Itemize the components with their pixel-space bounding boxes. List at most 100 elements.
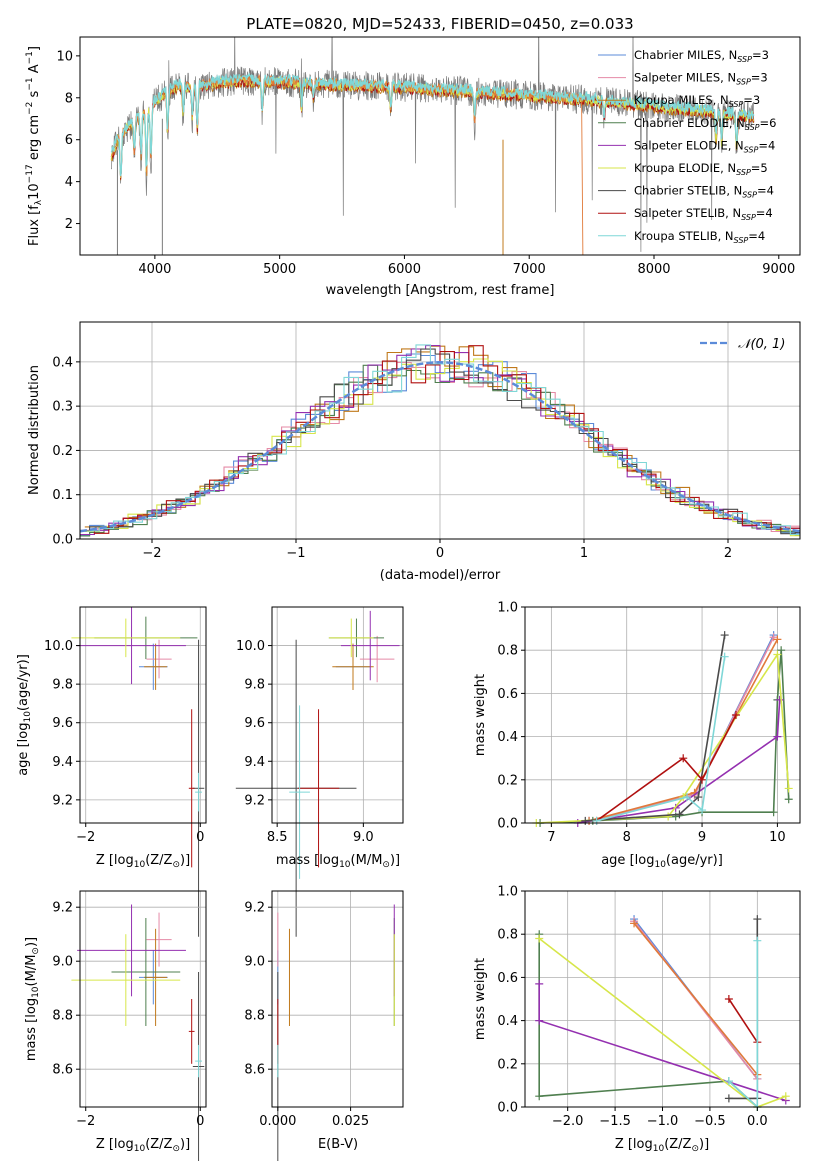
p8-ytick-label: 0.0 (497, 1101, 518, 1116)
spectrum-ylabel: Flux [fλ10−17 erg cm−2 s−1 A−1] (25, 46, 44, 246)
histogram-kroupa-elodie (84, 358, 800, 537)
weight-marker (592, 816, 601, 825)
histogram-chabrier-stelib (80, 348, 800, 535)
spectrum-ytick-label: 6 (65, 133, 73, 148)
weight-marker (694, 793, 703, 802)
p3-ytick-label: 10.0 (44, 639, 73, 654)
weight-line-kroupa-stelib (596, 656, 726, 822)
weight-vs-age-plot-area (532, 631, 793, 827)
p8-ytick-label: 0.4 (497, 1014, 518, 1029)
p5-ytick-label: 0.4 (497, 730, 518, 745)
p7-xtick-label: 0.025 (332, 1114, 369, 1129)
spectrum-xtick-label: 9000 (762, 262, 795, 277)
p3-ytick-label: 9.2 (52, 793, 73, 808)
mass-vs-z-ylabel: mass [log10(M/M⊙)] (24, 937, 41, 1061)
spectrum-xtick-label: 8000 (637, 262, 670, 277)
normal-curve (79, 361, 801, 533)
legend-label-salpeter-elodie: Salpeter ELODIE, NSSP=4 (634, 138, 775, 154)
weight-vs-z-plot-area (535, 915, 790, 1111)
weight-marker (535, 1016, 544, 1025)
weight-vs-age-ticks: 7 8 9 10 0.0 0.2 0.4 0.6 0.8 1.0 (497, 601, 785, 846)
age-vs-mass-frame (271, 606, 404, 824)
legend-label-salpeter-stelib: Salpeter STELIB, NSSP=4 (634, 206, 773, 222)
weight-marker (724, 995, 733, 1003)
weight-marker (773, 650, 782, 659)
residual-xtick-label: 2 (724, 546, 732, 561)
residual-ticks: −2 −1 0 1 2 0.0 0.1 0.2 0.3 0.4 (52, 355, 732, 561)
weight-marker (784, 795, 793, 804)
weight-marker (535, 979, 544, 988)
weight-marker (775, 695, 784, 704)
residual-legend-label: 𝒩(0, 1) (738, 337, 785, 352)
legend-label-salpeter-miles: Salpeter MILES, NSSP=3 (634, 71, 768, 87)
weight-marker (682, 793, 691, 802)
p8-ytick-label: 1.0 (497, 885, 518, 900)
mass-vs-z-xlabel: Z [log10(Z/Z⊙)] (96, 1137, 190, 1154)
spectrum-ticks: 4000 5000 6000 7000 8000 9000 2 4 6 8 10 (56, 49, 795, 277)
residual-ytick-label: 0.1 (52, 488, 73, 503)
weight-marker (679, 754, 688, 763)
p3-ytick-label: 9.8 (52, 678, 73, 693)
p5-xtick-label: 10 (769, 830, 786, 845)
weight-marker (724, 1094, 733, 1103)
weight-marker (675, 810, 684, 819)
p5-ytick-label: 0.8 (497, 644, 518, 659)
residual-xtick-label: 0 (436, 546, 444, 561)
weight-line-salpeter-elodie (577, 699, 781, 824)
weight-marker (773, 732, 782, 741)
weight-marker (581, 816, 590, 825)
p4-ytick-label: 9.6 (244, 716, 265, 731)
mass-vs-ebv-xlabel: E(B-V) (318, 1137, 358, 1152)
p6-xtick-label: −2 (76, 1114, 95, 1129)
residual-ytick-label: 0.0 (52, 533, 73, 548)
spectrum-ytick-label: 2 (65, 217, 73, 232)
p8-ytick-label: 0.6 (497, 971, 518, 986)
residual-xtick-label: −2 (142, 546, 161, 561)
age-vs-z-frame (79, 606, 207, 824)
residual-ylabel: Normed distribution (27, 365, 42, 495)
spectrum-xtick-label: 7000 (513, 262, 546, 277)
weight-marker (535, 934, 544, 943)
weight-marker (753, 915, 762, 924)
spectrum-plot-area (110, 37, 755, 255)
p8-xtick-label: −2.0 (552, 1114, 584, 1129)
p4-ytick-label: 9.2 (244, 793, 265, 808)
weight-marker (784, 784, 793, 793)
weight-vs-age-ylabel: mass weight (473, 674, 488, 756)
residual-xlabel: (data-model)/error (380, 568, 501, 583)
weight-line-model-orange (633, 922, 758, 1076)
p8-xtick-label: −0.5 (694, 1114, 726, 1129)
p5-ytick-label: 0.2 (497, 773, 518, 788)
residual-ytick-label: 0.4 (52, 355, 73, 370)
p5-ytick-label: 1.0 (497, 601, 518, 616)
mass-vs-z-panel: −2 0 8.6 8.8 9.0 9.2 Z [log10(Z/Z⊙)] mass [lo… (24, 890, 207, 1161)
residual-xtick-label: 1 (580, 546, 588, 561)
weight-vs-z-ticks: −2.0 −1.5 −1.0 −0.5 0.0 0.0 0.2 0.4 0.6 0.8 1.0 (497, 885, 767, 1130)
weight-vs-age-panel: 7 8 9 10 0.0 0.2 0.4 0.6 0.8 1.0 age [log10(age/y… (473, 601, 801, 870)
legend-label-kroupa-stelib: Kroupa STELIB, NSSP=4 (634, 229, 765, 245)
legend-label-chabrier-elodie: Chabrier ELODIE, NSSP=6 (634, 116, 776, 132)
weight-marker (698, 775, 707, 784)
p7-ytick-label: 9.2 (244, 901, 265, 916)
p4-xtick-label: 8.5 (267, 830, 288, 845)
weight-line-salpeter-stelib (728, 998, 758, 1043)
p5-xtick-label: 8 (623, 830, 631, 845)
weight-marker (781, 1092, 790, 1101)
age-vs-z-panel: −2 0 9.2 9.4 9.6 9.8 10.0 Z [log10(Z/Z⊙)] age … (16, 606, 207, 937)
spectrum-panel: PLATE=0820, MJD=52433, FIBERID=0450, z=0… (25, 15, 801, 298)
p6-ytick-label: 9.2 (52, 901, 73, 916)
weight-vs-z-ylabel: mass weight (473, 958, 488, 1040)
weight-marker (664, 812, 673, 821)
weight-marker (535, 1092, 544, 1101)
p6-ytick-label: 8.8 (52, 1009, 73, 1024)
weight-line-salpeter-stelib (596, 714, 737, 822)
p8-xtick-label: −1.5 (599, 1114, 631, 1129)
weight-marker (720, 652, 729, 661)
spectrum-xlabel: wavelength [Angstrom, rest frame] (326, 283, 555, 298)
age-vs-z-ticks: −2 0 9.2 9.4 9.6 9.8 10.0 (44, 639, 204, 845)
age-vs-mass-panel: 8.5 9.0 9.2 9.4 9.6 9.8 10.0 mass [log10(M/M⊙)… (235, 606, 404, 937)
p8-ytick-label: 0.8 (497, 928, 518, 943)
p4-ytick-label: 9.4 (244, 755, 265, 770)
